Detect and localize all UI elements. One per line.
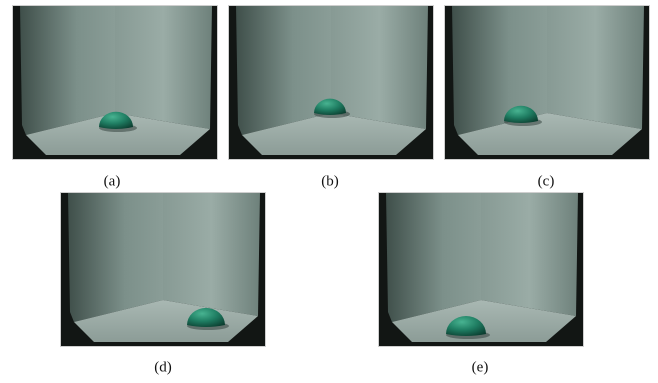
render-panel [12, 5, 218, 160]
left-wall [386, 192, 481, 322]
render-panel [60, 192, 266, 347]
right-wall [547, 5, 644, 129]
panel-caption: (b) [321, 173, 339, 189]
left-wall [68, 192, 163, 322]
figure: (a) (b) (c) (d) (e) [0, 0, 658, 383]
right-wall [163, 192, 260, 316]
panel-caption: (d) [154, 359, 172, 375]
panel-caption: (e) [472, 359, 489, 375]
left-wall [20, 5, 115, 135]
right-wall [481, 192, 578, 316]
right-wall [115, 5, 212, 129]
render-panel [444, 5, 650, 160]
panel-caption: (a) [104, 173, 121, 189]
panel-caption: (c) [538, 173, 555, 189]
render-panel [378, 192, 584, 347]
render-panel [228, 5, 434, 160]
